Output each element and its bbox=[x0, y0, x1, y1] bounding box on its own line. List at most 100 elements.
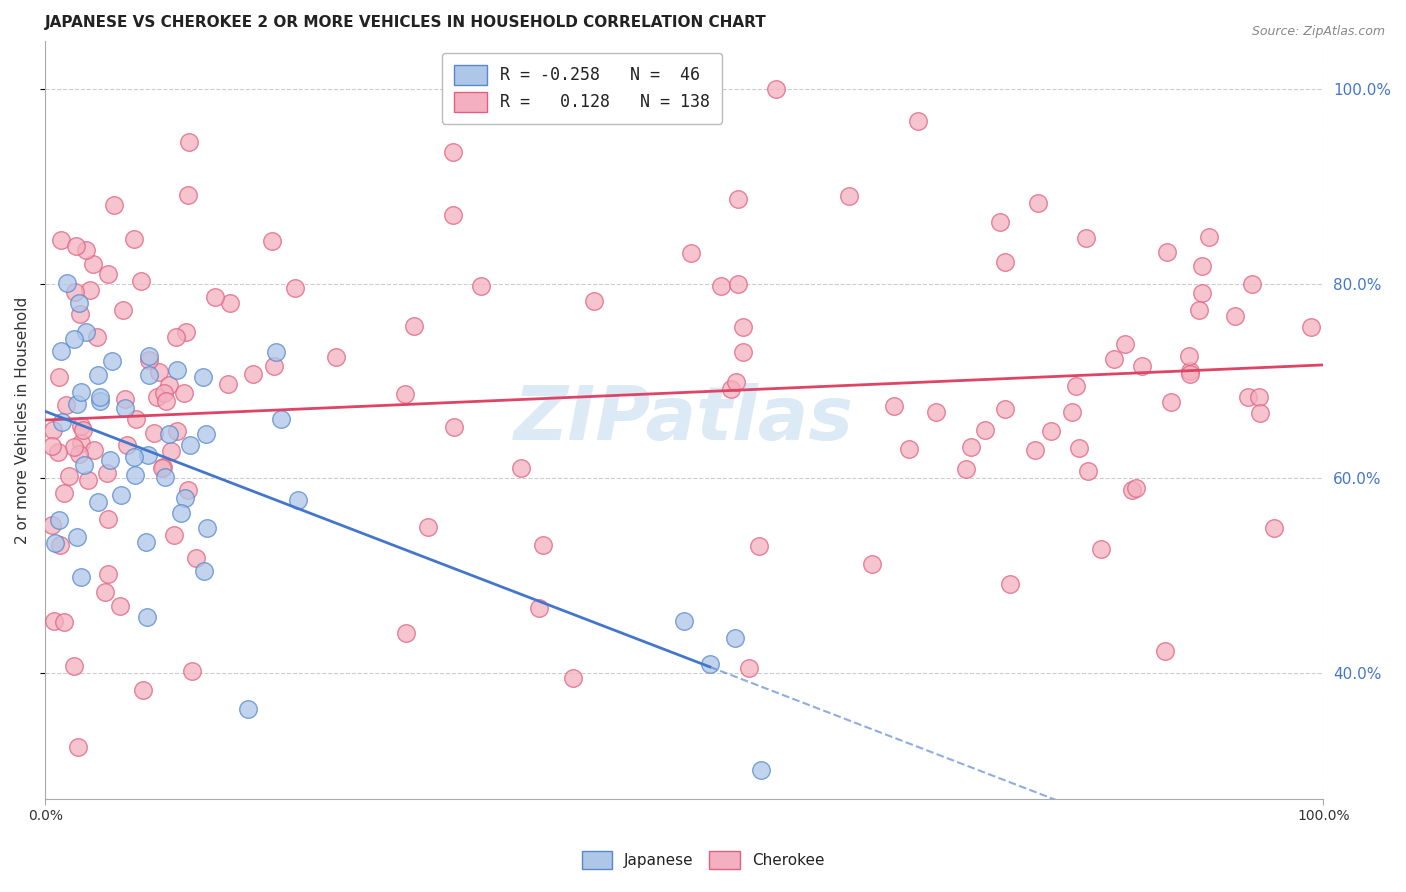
Point bbox=[883, 399, 905, 413]
Point bbox=[1178, 363, 1201, 377]
Point bbox=[1062, 405, 1084, 419]
Point bbox=[394, 386, 416, 401]
Point bbox=[988, 215, 1011, 229]
Point bbox=[51, 415, 73, 429]
Point bbox=[443, 420, 465, 434]
Point bbox=[470, 278, 492, 293]
Point bbox=[1198, 230, 1220, 244]
Point bbox=[176, 187, 198, 202]
Point bbox=[138, 353, 160, 368]
Point bbox=[97, 512, 120, 526]
Point bbox=[108, 599, 131, 613]
Point bbox=[195, 521, 218, 535]
Point bbox=[150, 461, 173, 475]
Point bbox=[146, 390, 169, 404]
Point bbox=[1191, 259, 1213, 273]
Point bbox=[58, 469, 80, 483]
Point bbox=[48, 513, 70, 527]
Point bbox=[1249, 390, 1271, 404]
Point bbox=[70, 570, 93, 584]
Point bbox=[418, 520, 440, 534]
Point bbox=[157, 378, 180, 392]
Point bbox=[263, 359, 285, 373]
Point bbox=[1178, 367, 1201, 381]
Point bbox=[69, 385, 91, 400]
Point bbox=[738, 661, 761, 675]
Point bbox=[679, 246, 702, 260]
Point bbox=[1024, 443, 1046, 458]
Point bbox=[441, 209, 464, 223]
Point bbox=[1076, 231, 1098, 245]
Point bbox=[166, 363, 188, 377]
Point bbox=[41, 518, 63, 533]
Point bbox=[115, 438, 138, 452]
Point bbox=[170, 506, 193, 520]
Point bbox=[1125, 481, 1147, 495]
Point bbox=[673, 615, 696, 629]
Y-axis label: 2 or more Vehicles in Household: 2 or more Vehicles in Household bbox=[15, 296, 30, 543]
Point bbox=[152, 460, 174, 475]
Point bbox=[135, 534, 157, 549]
Point bbox=[142, 425, 165, 440]
Point bbox=[49, 344, 72, 359]
Point bbox=[67, 296, 90, 310]
Point bbox=[136, 609, 159, 624]
Text: ZIPatlas: ZIPatlas bbox=[515, 384, 855, 457]
Point bbox=[993, 254, 1015, 268]
Point bbox=[166, 424, 188, 438]
Point bbox=[153, 386, 176, 401]
Point bbox=[1156, 244, 1178, 259]
Point bbox=[41, 423, 63, 437]
Point bbox=[727, 193, 749, 207]
Point bbox=[193, 369, 215, 384]
Point bbox=[720, 382, 742, 396]
Point bbox=[217, 376, 239, 391]
Point bbox=[87, 495, 110, 509]
Point bbox=[731, 319, 754, 334]
Point bbox=[42, 615, 65, 629]
Point bbox=[79, 284, 101, 298]
Point bbox=[897, 442, 920, 457]
Point bbox=[1114, 337, 1136, 351]
Point bbox=[138, 349, 160, 363]
Point bbox=[973, 423, 995, 437]
Point bbox=[52, 615, 75, 629]
Point bbox=[48, 369, 70, 384]
Point bbox=[41, 439, 63, 453]
Point bbox=[122, 450, 145, 464]
Point bbox=[1077, 464, 1099, 478]
Point bbox=[1160, 394, 1182, 409]
Point bbox=[287, 492, 309, 507]
Point bbox=[194, 426, 217, 441]
Point bbox=[1188, 302, 1211, 317]
Point bbox=[100, 354, 122, 368]
Point bbox=[65, 238, 87, 252]
Text: JAPANESE VS CHEROKEE 2 OR MORE VEHICLES IN HOUSEHOLD CORRELATION CHART: JAPANESE VS CHEROKEE 2 OR MORE VEHICLES … bbox=[45, 15, 768, 30]
Point bbox=[1178, 349, 1201, 363]
Point bbox=[66, 740, 89, 755]
Point bbox=[65, 397, 87, 411]
Point bbox=[959, 440, 981, 454]
Point bbox=[1039, 424, 1062, 438]
Point bbox=[70, 436, 93, 450]
Point bbox=[1191, 285, 1213, 300]
Point bbox=[193, 564, 215, 578]
Point bbox=[955, 462, 977, 476]
Point bbox=[561, 671, 583, 685]
Point bbox=[72, 458, 94, 473]
Point bbox=[98, 452, 121, 467]
Point bbox=[765, 82, 787, 96]
Point bbox=[72, 423, 94, 437]
Point bbox=[838, 189, 860, 203]
Point bbox=[89, 393, 111, 408]
Point bbox=[76, 243, 98, 257]
Point bbox=[699, 657, 721, 671]
Point bbox=[925, 405, 948, 419]
Point bbox=[177, 483, 200, 497]
Point bbox=[69, 307, 91, 321]
Point bbox=[727, 277, 749, 292]
Point bbox=[270, 412, 292, 426]
Point bbox=[63, 332, 86, 346]
Point bbox=[173, 491, 195, 506]
Point bbox=[97, 268, 120, 282]
